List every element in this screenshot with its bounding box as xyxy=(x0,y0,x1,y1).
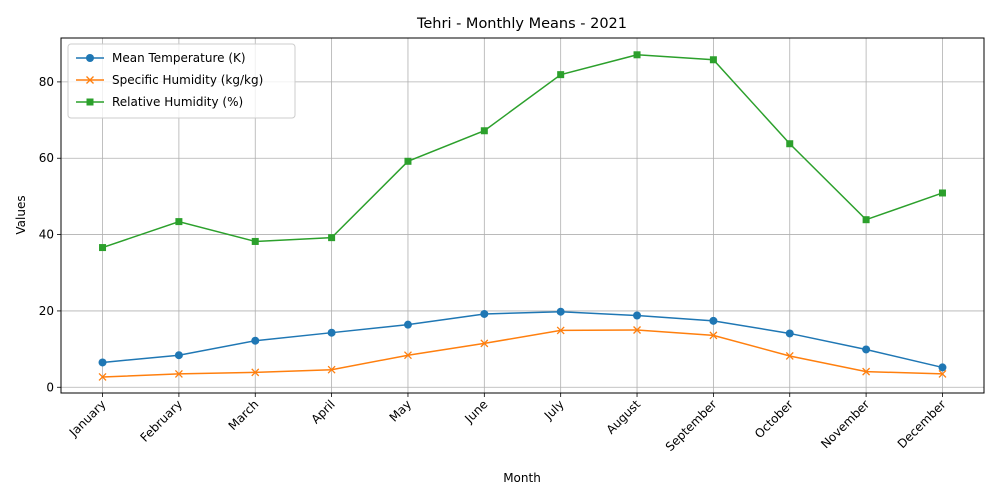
plot-frame xyxy=(60,37,985,394)
data-point xyxy=(175,218,183,226)
data-point xyxy=(709,331,718,340)
x-tick-label: November xyxy=(818,397,872,451)
data-point xyxy=(251,336,260,345)
data-point xyxy=(251,237,259,245)
data-point xyxy=(786,140,794,148)
series-line xyxy=(102,310,943,369)
legend-label: Mean Temperature (K) xyxy=(112,51,246,65)
legend-box xyxy=(67,43,296,119)
series-2 xyxy=(98,326,947,381)
data-point xyxy=(403,320,412,329)
data-point xyxy=(633,326,641,334)
data-point xyxy=(251,368,260,377)
legend-label: Specific Humidity (kg/kg) xyxy=(112,73,263,87)
data-point xyxy=(98,373,107,381)
x-tick-label: December xyxy=(895,397,949,451)
data-point xyxy=(556,326,565,335)
legend-label: Relative Humidity (%) xyxy=(112,95,243,109)
y-tick-label: 0 xyxy=(46,380,54,394)
data-point xyxy=(709,56,717,64)
x-tick-label: August xyxy=(604,397,644,437)
x-tick-label: October xyxy=(752,397,796,441)
legend-item: Specific Humidity (kg/kg) xyxy=(76,73,263,87)
data-point xyxy=(480,339,489,348)
legend: Mean Temperature (K) Specific Humidity (k… xyxy=(67,43,296,119)
legend-item: Relative Humidity (%) xyxy=(76,95,243,109)
data-point xyxy=(862,345,871,354)
x-axis-label: Month xyxy=(503,471,541,485)
data-point xyxy=(862,216,870,224)
data-point xyxy=(556,307,565,316)
data-point xyxy=(404,157,412,165)
series-layer xyxy=(98,51,947,381)
legend-marker xyxy=(86,76,94,84)
legend-marker xyxy=(86,98,94,106)
y-axis-label: Values xyxy=(14,195,28,234)
y-axis: 0 20 40 60 80 xyxy=(39,75,61,394)
data-point xyxy=(938,363,947,372)
x-tick-label: March xyxy=(226,397,262,433)
y-tick-label: 60 xyxy=(39,151,54,165)
data-point xyxy=(862,367,871,376)
data-point xyxy=(938,189,946,197)
x-tick-label: September xyxy=(663,397,720,454)
chart-title: Tehri - Monthly Means - 2021 xyxy=(416,16,627,32)
data-point xyxy=(98,358,107,367)
x-tick-label: April xyxy=(308,397,337,426)
data-point xyxy=(785,352,794,360)
x-tick-label: June xyxy=(461,397,490,426)
data-point xyxy=(328,234,336,242)
data-point xyxy=(327,365,336,374)
x-tick-label: May xyxy=(387,397,414,424)
y-tick-label: 40 xyxy=(39,228,54,242)
y-tick-label: 20 xyxy=(39,304,54,318)
data-point xyxy=(938,369,947,378)
data-point xyxy=(557,71,565,79)
data-point xyxy=(174,351,183,360)
x-tick-label: February xyxy=(138,397,186,445)
x-tick-label: July xyxy=(541,397,567,423)
x-tick-label: January xyxy=(66,397,109,440)
data-point xyxy=(633,311,642,320)
data-point xyxy=(327,328,336,337)
data-point xyxy=(480,309,489,318)
grid xyxy=(61,38,984,393)
data-point xyxy=(785,329,794,338)
legend-marker xyxy=(86,54,94,62)
data-point xyxy=(404,351,412,360)
series-1 xyxy=(98,307,947,372)
legend-item: Mean Temperature (K) xyxy=(76,51,246,65)
series-3 xyxy=(99,51,946,252)
y-tick-label: 80 xyxy=(39,75,54,89)
series-line xyxy=(102,329,943,378)
data-point xyxy=(633,51,641,59)
data-point xyxy=(174,369,183,378)
series-line xyxy=(102,54,943,249)
data-point xyxy=(709,316,718,325)
data-point xyxy=(99,244,107,252)
x-axis: January February March April May June July Augu… xyxy=(66,393,949,454)
data-point xyxy=(480,127,488,135)
